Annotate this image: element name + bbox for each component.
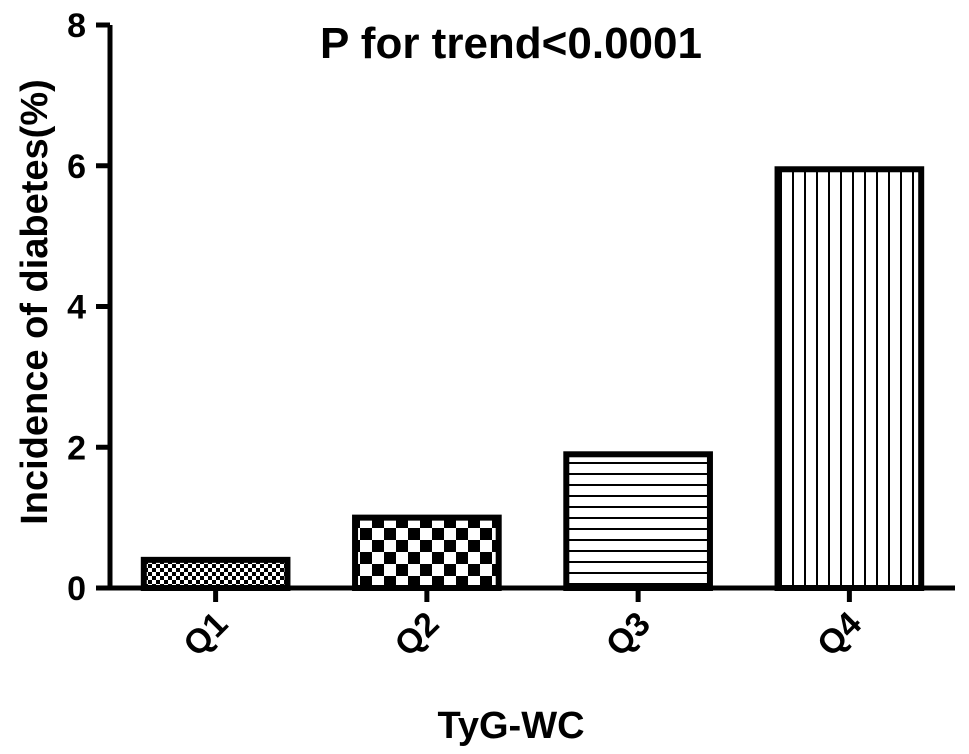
- bar-q4: [774, 166, 925, 592]
- bar-q3: [563, 451, 713, 591]
- bar-q2: [352, 514, 502, 591]
- bar-q1: [140, 556, 291, 591]
- y-tick-label-4: 4: [67, 289, 86, 327]
- y-tick-label-2: 2: [67, 429, 86, 467]
- x-axis-label: TyG-WC: [437, 705, 584, 747]
- y-axis-label: Incidence of diabetes(%): [14, 79, 56, 525]
- y-tick-label-0: 0: [67, 570, 86, 608]
- x-tick-label-q3: Q3: [599, 605, 658, 664]
- x-tick-label-q4: Q4: [810, 605, 869, 664]
- x-tick-label-q1: Q1: [176, 605, 235, 664]
- bars-group: [140, 166, 925, 592]
- x-tick-label-q2: Q2: [388, 605, 447, 664]
- y-tick-label-6: 6: [67, 148, 86, 186]
- chart-title: P for trend<0.0001: [320, 19, 702, 68]
- y-tick-label-8: 8: [67, 7, 86, 45]
